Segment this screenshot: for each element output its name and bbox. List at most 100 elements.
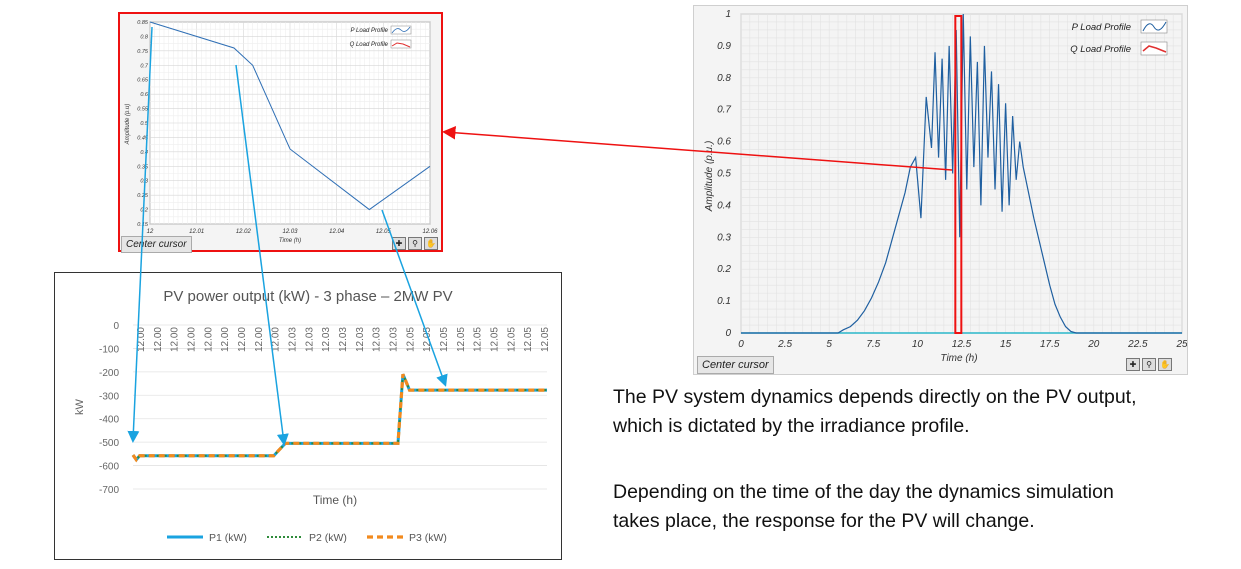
x-tick-label: 12.02 (236, 229, 252, 235)
description-paragraph-1: The PV system dynamics depends directly … (613, 383, 1238, 441)
x-tick-label: 0 (738, 339, 744, 350)
x-tick-label: 12.05 (439, 327, 450, 352)
y-tick-label: 0.7 (140, 63, 149, 69)
x-tick-label: 12.03 (304, 327, 315, 352)
zoom-icon[interactable]: ⚲ (1142, 358, 1156, 371)
y-tick-label: 0.4 (717, 200, 731, 211)
y-tick-label: 0.4 (140, 150, 148, 156)
full-chart: 0 2.5 5 7.5 10 12.5 15 17.5 20 22.5 25 0 0.1 0.2 0.3 0.… (704, 9, 1188, 364)
y-axis-label: kW (74, 398, 86, 415)
description-line: which is dictated by the irradiance prof… (613, 415, 970, 437)
y-tick-label: 0.25 (137, 193, 149, 199)
x-tick-label: 12.05 (523, 327, 534, 352)
x-tick-label: 12.00 (237, 327, 248, 352)
legend-label-q: Q Load Profile (350, 42, 389, 48)
highlight-window (954, 15, 963, 334)
y-tick-label: 0.15 (137, 222, 149, 228)
chart-title: PV power output (kW) - 3 phase – 2MW PV (163, 288, 452, 305)
p-load-line (741, 13, 1182, 334)
y-tick-label: 0.3 (140, 179, 149, 185)
y-tick-label: 0.5 (717, 169, 731, 180)
zoom-center-cursor-button[interactable]: Center cursor (121, 236, 192, 253)
x-tick-label: 12.05 (506, 327, 517, 352)
description-line: The PV system dynamics depends directly … (613, 386, 1137, 408)
x-tick-label: 12.03 (372, 327, 383, 352)
x-axis-label: Time (h) (279, 238, 301, 244)
x-tick-label: 12.03 (338, 327, 349, 352)
zoom-chart-panel: 12 12.01 12.02 12.03 12.04 12.05 12.06 0.85 0.8 0… (118, 12, 443, 253)
crosshair-icon[interactable]: ✚ (1126, 358, 1140, 371)
y-tick-label: -500 (99, 438, 119, 449)
y-tick-label: 0.45 (137, 135, 149, 141)
description-line: Depending on the time of the day the dyn… (613, 481, 1114, 503)
y-tick-label: -700 (99, 485, 119, 496)
y-tick-label: 0.8 (140, 34, 149, 40)
x-tick-label: 25 (1175, 339, 1187, 350)
full-center-cursor-button[interactable]: Center cursor (697, 356, 774, 374)
x-tick-label: 12.03 (282, 229, 298, 235)
zoom-icon[interactable]: ⚲ (408, 237, 422, 250)
crosshair-icon[interactable]: ✚ (392, 237, 406, 250)
x-tick-label: 12.04 (329, 229, 345, 235)
y-tick-label: 0.6 (140, 92, 149, 98)
x-tick-label: 10 (912, 339, 924, 350)
pan-hand-icon[interactable]: ✋ (1158, 358, 1172, 371)
zoom-chart: 12 12.01 12.02 12.03 12.04 12.05 12.06 0.85 0.8 0… (125, 20, 438, 244)
y-tick-label: 0.75 (137, 49, 149, 55)
x-tick-label: 12.01 (189, 229, 204, 235)
x-tick-label: 12.5 (952, 339, 972, 350)
x-tick-label: 12.05 (540, 327, 551, 352)
y-tick-label: 0.55 (137, 107, 149, 113)
x-tick-label: 12 (147, 229, 154, 235)
pv-line-3 (131, 373, 547, 463)
x-tick-label: 12.05 (376, 229, 392, 235)
legend-label-p2: P2 (kW) (309, 532, 347, 544)
x-tick-label: 22.5 (1127, 339, 1148, 350)
legend-label-p1: P1 (kW) (209, 532, 247, 544)
y-tick-label: 0.35 (137, 164, 149, 170)
x-tick-label: 12.00 (254, 327, 265, 352)
x-tick-label: 12.00 (170, 327, 181, 352)
pv-line-2 (132, 373, 547, 462)
x-tick-label: 12.00 (203, 327, 214, 352)
legend-line-p (1142, 21, 1167, 32)
y-tick-label: 0.2 (717, 264, 731, 275)
x-tick-label: 12.00 (220, 327, 231, 352)
legend-line-q (391, 42, 411, 48)
y-tick-label: 0.65 (137, 78, 149, 84)
legend-line-p (391, 26, 411, 34)
x-tick-label: 20 (1087, 339, 1100, 350)
y-tick-label: -600 (99, 462, 119, 473)
y-axis-label: Amplitude (p.u) (125, 104, 131, 146)
y-axis-label: Amplitude (p.u.) (704, 141, 715, 213)
y-tick-label: 0.9 (717, 41, 731, 52)
x-tick-label: 12.03 (389, 327, 400, 352)
x-tick-label: 17.5 (1040, 339, 1060, 350)
y-tick-label: 0.3 (717, 232, 731, 243)
x-tick-label: 5 (826, 339, 832, 350)
x-tick-label: 12.03 (355, 327, 366, 352)
x-axis-label: Time (h) (313, 493, 357, 507)
y-tick-label: 0 (725, 328, 731, 339)
y-tick-label: -300 (99, 391, 119, 402)
x-tick-label: 12.03 (321, 327, 332, 352)
x-tick-label: 12.00 (187, 327, 198, 352)
pan-hand-icon[interactable]: ✋ (424, 237, 438, 250)
x-tick-label: 12.03 (288, 327, 299, 352)
full-toolbar: ✚ ⚲ ✋ (1126, 358, 1172, 371)
pv-chart: PV power output (kW) - 3 phase – 2MW PV 0… (74, 288, 551, 544)
zoom-toolbar: ✚ ⚲ ✋ (392, 237, 438, 250)
description-line: takes place, the response for the PV wil… (613, 510, 1035, 532)
legend-label-p: P Load Profile (1072, 22, 1131, 33)
x-tick-label: 2.5 (777, 339, 792, 350)
x-tick-label: 12.00 (271, 327, 282, 352)
x-tick-label: 15 (1000, 339, 1012, 350)
y-tick-label: 0.8 (717, 73, 731, 84)
pv-chart-panel: PV power output (kW) - 3 phase – 2MW PV 0… (54, 272, 562, 560)
y-tick-label: 0.1 (717, 296, 731, 307)
pv-line-1 (131, 373, 547, 463)
y-tick-label: 0 (113, 321, 119, 332)
legend-swatch-q (1140, 41, 1168, 56)
x-tick-label: 12.05 (405, 327, 416, 352)
legend-label-p3: P3 (kW) (409, 532, 447, 544)
